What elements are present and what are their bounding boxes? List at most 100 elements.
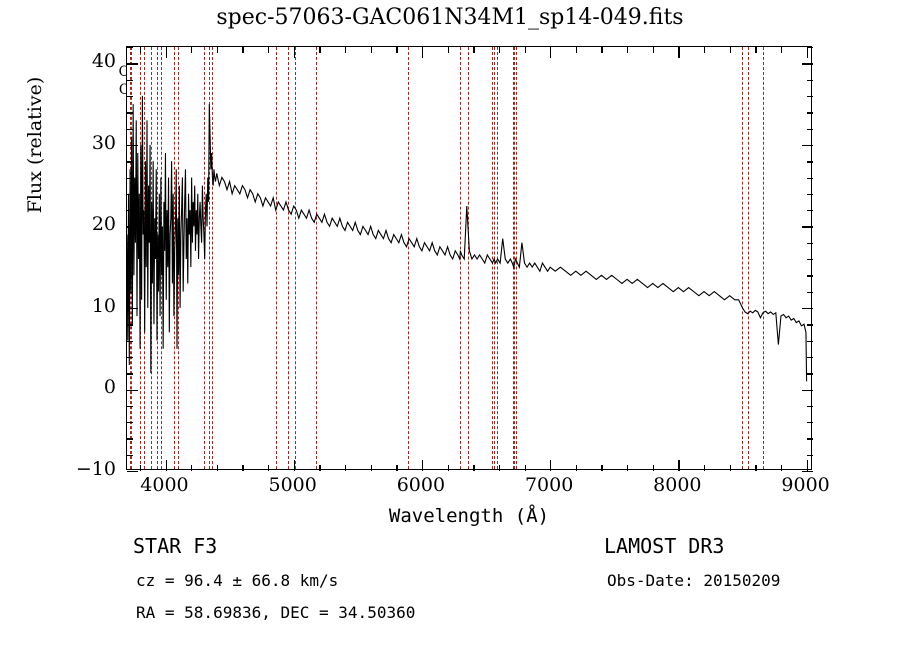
ytick-30	[127, 144, 138, 147]
xtick-top-7200	[575, 47, 578, 53]
xtick-top-7000	[550, 47, 552, 58]
x-tick-label-8000: 8000	[653, 474, 702, 496]
xtick-top-9000	[806, 47, 808, 58]
ytick-right-0	[802, 389, 813, 391]
xtick-6400	[473, 465, 475, 471]
ytick-12	[127, 291, 133, 293]
ytick--4	[127, 422, 133, 424]
survey-name: LAMOST DR3	[604, 534, 725, 558]
line-marker-SII-23	[515, 47, 517, 469]
line-marker-OI-18	[468, 47, 470, 469]
y-tick-label--10: −10	[75, 458, 116, 480]
ytick-14	[127, 275, 133, 277]
xtick-8600	[755, 465, 757, 471]
xtick-top-5000	[293, 47, 296, 58]
x-tick-label-7000: 7000	[524, 474, 574, 496]
ytick-40	[127, 63, 138, 65]
ytick-right-2	[807, 373, 813, 375]
xtick-top-4000	[165, 47, 167, 58]
ytick-right-4	[807, 356, 813, 359]
ytick-right-28	[807, 161, 813, 163]
xtick-7000	[550, 460, 552, 471]
line-marker-CaII-26	[747, 47, 749, 469]
redshift-velocity: cz = 96.4 ± 66.8 km/s	[136, 571, 339, 590]
ytick--2	[127, 405, 133, 408]
ytick-26	[127, 177, 133, 179]
xtick-5600	[370, 465, 372, 471]
line-marker-OIII-10	[212, 47, 213, 469]
ytick-right-42	[807, 47, 813, 49]
xtick-5800	[396, 465, 398, 471]
xtick-7800	[652, 465, 655, 471]
xtick-8200	[704, 465, 706, 471]
xtick-top-6400	[473, 47, 475, 53]
line-marker-H-9	[209, 47, 211, 469]
xtick-top-4800	[268, 47, 270, 53]
line-marker-CaII-25	[742, 47, 744, 469]
line-marker-SII-22	[513, 47, 515, 469]
xtick-top-4600	[242, 47, 244, 53]
xtick-5200	[319, 465, 321, 471]
ytick-right-26	[807, 177, 813, 179]
line-marker-NII-19	[492, 47, 494, 469]
line-marker-H-20	[494, 47, 496, 469]
xtick-5000	[293, 460, 296, 471]
ytick-right--8	[807, 454, 813, 457]
line-marker-OIII-14	[294, 47, 296, 469]
xtick-7600	[627, 465, 629, 471]
y-tick-label-10: 10	[91, 294, 116, 317]
xtick-top-8400	[729, 47, 732, 53]
ytick-right-30	[802, 144, 813, 147]
x-tick-label-9000: 9000	[781, 474, 830, 496]
ytick-16	[127, 259, 133, 261]
ytick-right-20	[802, 226, 813, 228]
xtick-6200	[447, 465, 449, 471]
ytick-right--10	[802, 471, 813, 473]
ytick-right--6	[807, 438, 813, 440]
xtick-top-8200	[704, 47, 706, 53]
y-axis-label: Flux (relative)	[24, 76, 46, 214]
ytick-right-32	[807, 128, 813, 130]
xtick-top-6000	[421, 47, 424, 58]
xtick-4600	[242, 465, 244, 471]
ytick-22	[127, 210, 133, 212]
ytick-42	[127, 47, 133, 49]
ytick-10	[127, 307, 138, 310]
xtick-8000	[678, 460, 680, 471]
xtick-6600	[498, 465, 501, 471]
line-marker-H-12	[275, 47, 277, 469]
ytick-18	[127, 242, 133, 245]
plot-frame	[126, 46, 813, 473]
ytick-32	[127, 128, 133, 130]
xtick-top-5600	[370, 47, 372, 53]
xtick-8800	[780, 465, 783, 471]
x-tick-label-5000: 5000	[268, 474, 317, 496]
xtick-top-7400	[601, 47, 603, 53]
ytick-right-12	[807, 291, 813, 293]
xtick-4800	[268, 465, 270, 471]
ytick-right-24	[807, 193, 813, 196]
x-axis-label: Wavelength (Å)	[388, 505, 550, 527]
ytick-right-22	[807, 210, 813, 212]
ytick-6	[127, 340, 133, 342]
xtick-6000	[421, 460, 424, 471]
xtick-top-6800	[524, 47, 526, 53]
coordinates: RA = 58.69836, DEC = 34.50360	[136, 603, 416, 622]
xtick-top-6200	[447, 47, 449, 53]
xtick-4200	[191, 465, 193, 471]
xtick-8400	[729, 465, 732, 471]
xtick-4400	[216, 465, 219, 471]
line-marker-Li-24	[512, 47, 514, 469]
object-class: STAR F3	[133, 534, 218, 558]
xtick-7200	[575, 465, 578, 471]
ytick-20	[127, 226, 138, 228]
xtick-top-4400	[216, 47, 219, 53]
xtick-top-3800	[139, 47, 142, 53]
y-tick-label-0: 0	[103, 376, 116, 399]
ytick-right-36	[807, 95, 813, 98]
xtick-7400	[601, 465, 603, 471]
xtick-3800	[139, 465, 142, 471]
ytick--10	[127, 471, 138, 473]
ytick-right--2	[807, 405, 813, 408]
ytick-right-34	[807, 112, 813, 114]
